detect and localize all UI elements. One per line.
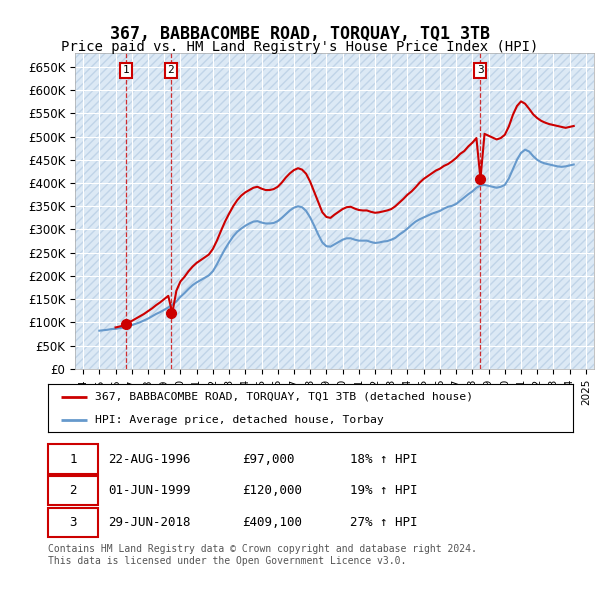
Text: £409,100: £409,100 bbox=[242, 516, 302, 529]
FancyBboxPatch shape bbox=[48, 476, 98, 505]
Text: 19% ↑ HPI: 19% ↑ HPI bbox=[350, 484, 418, 497]
Text: 27% ↑ HPI: 27% ↑ HPI bbox=[350, 516, 418, 529]
Text: £97,000: £97,000 bbox=[242, 453, 295, 466]
Text: 367, BABBACOMBE ROAD, TORQUAY, TQ1 3TB (detached house): 367, BABBACOMBE ROAD, TORQUAY, TQ1 3TB (… bbox=[95, 392, 473, 402]
Text: 2: 2 bbox=[167, 65, 175, 76]
Text: £120,000: £120,000 bbox=[242, 484, 302, 497]
Text: 367, BABBACOMBE ROAD, TORQUAY, TQ1 3TB: 367, BABBACOMBE ROAD, TORQUAY, TQ1 3TB bbox=[110, 25, 490, 43]
FancyBboxPatch shape bbox=[48, 507, 98, 537]
Text: Price paid vs. HM Land Registry's House Price Index (HPI): Price paid vs. HM Land Registry's House … bbox=[61, 40, 539, 54]
Text: 22-AUG-1996: 22-AUG-1996 bbox=[109, 453, 191, 466]
Text: HPI: Average price, detached house, Torbay: HPI: Average price, detached house, Torb… bbox=[95, 415, 384, 425]
Text: Contains HM Land Registry data © Crown copyright and database right 2024.
This d: Contains HM Land Registry data © Crown c… bbox=[48, 544, 477, 566]
Text: 29-JUN-2018: 29-JUN-2018 bbox=[109, 516, 191, 529]
Text: 18% ↑ HPI: 18% ↑ HPI bbox=[350, 453, 418, 466]
Text: 2: 2 bbox=[69, 484, 77, 497]
Text: 1: 1 bbox=[69, 453, 77, 466]
Text: 3: 3 bbox=[477, 65, 484, 76]
Text: 3: 3 bbox=[69, 516, 77, 529]
FancyBboxPatch shape bbox=[48, 444, 98, 474]
Text: 1: 1 bbox=[122, 65, 130, 76]
Text: 01-JUN-1999: 01-JUN-1999 bbox=[109, 484, 191, 497]
